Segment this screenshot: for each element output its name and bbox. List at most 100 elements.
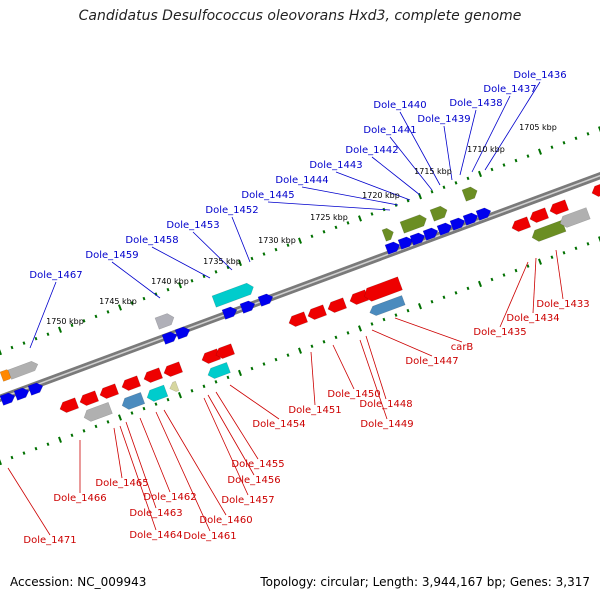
gene-arrow bbox=[369, 295, 406, 316]
gene-arrow bbox=[429, 205, 448, 222]
reverse-gene-label: Dole_1449 bbox=[360, 419, 413, 430]
forward-gene-leader bbox=[371, 156, 421, 196]
gene-arrow bbox=[364, 276, 403, 302]
gene-arrow bbox=[307, 304, 328, 320]
gene-arrow bbox=[409, 232, 426, 246]
forward-gene-leader bbox=[459, 109, 477, 176]
reverse-gene-label: Dole_1447 bbox=[405, 356, 458, 367]
reverse-gene-leader bbox=[532, 257, 537, 314]
reverse-gene-label: Dole_1456 bbox=[227, 475, 280, 486]
reverse-gene-label: Dole_1433 bbox=[536, 299, 589, 310]
gene-arrow bbox=[449, 217, 466, 231]
gene-arrow bbox=[79, 390, 100, 406]
forward-gene-label: Dole_1467 bbox=[29, 270, 82, 281]
forward-gene-label: Dole_1459 bbox=[85, 250, 138, 261]
reverse-gene-label: Dole_1463 bbox=[129, 508, 182, 519]
gene-arrow bbox=[591, 181, 600, 197]
gene-arrow bbox=[257, 293, 274, 307]
reverse-gene-leader bbox=[371, 329, 433, 357]
forward-gene-label: Dole_1458 bbox=[125, 235, 178, 246]
gene-arrow bbox=[163, 361, 184, 377]
reverse-gene-leader bbox=[215, 391, 259, 460]
gene-arrow bbox=[288, 311, 309, 327]
gene-arrow bbox=[27, 382, 44, 396]
forward-gene-label: Dole_1441 bbox=[363, 125, 416, 136]
reverse-gene-label: Dole_1461 bbox=[183, 531, 236, 542]
reverse-gene-leader bbox=[139, 417, 171, 493]
forward-gene-label: Dole_1442 bbox=[345, 145, 398, 156]
topology-summary: Topology: circular; Length: 3,944,167 bp… bbox=[260, 575, 590, 589]
forward-gene-leader bbox=[151, 246, 211, 279]
gene-arrow bbox=[549, 199, 570, 215]
reverse-gene-label: Dole_1434 bbox=[506, 313, 559, 324]
gene-arrow bbox=[436, 222, 453, 236]
gene-arrow bbox=[154, 313, 175, 330]
reverse-gene-label: Dole_1455 bbox=[231, 459, 284, 470]
gene-arrow bbox=[146, 384, 169, 402]
gene-arrow bbox=[511, 216, 532, 232]
reverse-gene-label: Dole_1435 bbox=[473, 327, 526, 338]
forward-gene-label: Dole_1443 bbox=[309, 160, 362, 171]
gene-arrow bbox=[0, 392, 16, 406]
gene-arrow bbox=[327, 297, 348, 313]
kbp-tick-label: 1735 kbp bbox=[203, 257, 241, 266]
forward-gene-leader bbox=[267, 201, 391, 211]
forward-gene-label: Dole_1445 bbox=[241, 190, 294, 201]
gene-arrow bbox=[121, 375, 142, 391]
reverse-gene-label: Dole_1450 bbox=[327, 389, 380, 400]
kbp-tick-label: 1740 kbp bbox=[151, 277, 189, 286]
reverse-gene-label: carB bbox=[451, 342, 474, 353]
reverse-gene-leader bbox=[310, 351, 316, 406]
gene-arrow bbox=[461, 186, 478, 202]
forward-gene-label: Dole_1438 bbox=[449, 98, 502, 109]
forward-gene-label: Dole_1444 bbox=[275, 175, 328, 186]
reverse-gene-leader bbox=[359, 339, 388, 420]
map-title: Candidatus Desulfococcus oleovorans Hxd3… bbox=[78, 8, 522, 24]
gene-arrow bbox=[201, 348, 222, 364]
forward-gene-leader bbox=[389, 136, 433, 191]
reverse-gene-label: Dole_1457 bbox=[221, 495, 274, 506]
forward-gene-leader bbox=[111, 261, 161, 299]
kbp-tick-label: 1720 kbp bbox=[362, 191, 400, 200]
kbp-tick-label: 1750 kbp bbox=[46, 317, 84, 326]
kbp-tick-labels: 1705 kbp 1710 kbp 1715 kbp 1720 kbp 1725 kbp… bbox=[46, 123, 557, 326]
kbp-tick-label: 1730 kbp bbox=[258, 236, 296, 245]
gene-arrow bbox=[161, 331, 178, 345]
reverse-gene-leader bbox=[332, 344, 355, 390]
gene-arrow bbox=[169, 380, 180, 392]
reverse-gene-label: Dole_1448 bbox=[359, 399, 412, 410]
forward-gene-leader bbox=[471, 95, 511, 173]
reverse-gene-label: Dole_1451 bbox=[288, 405, 341, 416]
gene-arrow bbox=[211, 282, 254, 308]
gene-arrow bbox=[207, 362, 231, 379]
gene-arrow bbox=[531, 219, 567, 242]
gene-labels: Dole_1436Dole_1437Dole_1438Dole_1439Dole… bbox=[23, 70, 589, 546]
forward-gene-label: Dole_1453 bbox=[166, 220, 219, 231]
reverse-gene-leader bbox=[207, 394, 255, 476]
forward-gene-label: Dole_1436 bbox=[513, 70, 566, 81]
reverse-gene-leader bbox=[125, 421, 157, 509]
forward-gene-label: Dole_1437 bbox=[483, 84, 536, 95]
accession-text: Accession: NC_009943 bbox=[10, 575, 147, 589]
gene-arrow bbox=[13, 387, 30, 401]
reverse-gene-label: Dole_1466 bbox=[53, 493, 106, 504]
gene-arrow bbox=[59, 397, 80, 413]
gene-arrow bbox=[399, 214, 427, 234]
gene-arrow bbox=[83, 401, 113, 422]
reverse-gene-label: Dole_1465 bbox=[95, 478, 148, 489]
reverse-gene-leader bbox=[155, 411, 211, 532]
gene-arrow bbox=[215, 343, 236, 359]
reverse-gene-label: Dole_1462 bbox=[143, 492, 196, 503]
forward-gene-label: Dole_1439 bbox=[417, 114, 470, 125]
forward-gene-leader bbox=[29, 281, 57, 349]
lower-tick-track bbox=[0, 236, 600, 466]
gene-arrow bbox=[221, 306, 238, 320]
forward-gene-leader bbox=[335, 171, 411, 201]
gene-arrow bbox=[7, 361, 39, 380]
gene-arrow bbox=[559, 207, 591, 228]
gene-arrow bbox=[529, 207, 550, 223]
kbp-tick-label: 1705 kbp bbox=[519, 123, 557, 132]
kbp-tick-label: 1745 kbp bbox=[99, 297, 137, 306]
kbp-tick-label: 1725 kbp bbox=[310, 213, 348, 222]
